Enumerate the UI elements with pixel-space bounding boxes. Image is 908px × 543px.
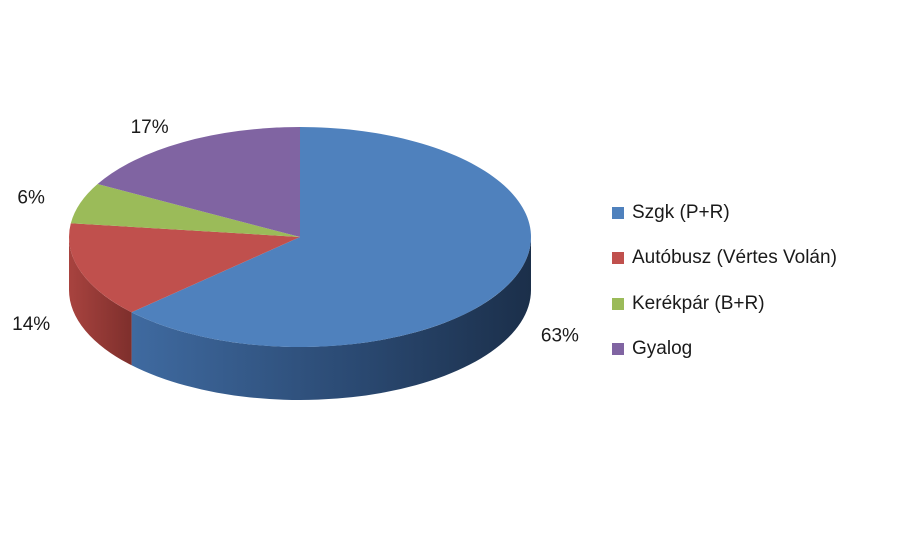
slice-gyalog (97, 127, 301, 237)
legend-label: Szgk (P+R) (632, 201, 730, 223)
legend: Szgk (P+R) Autóbusz (Vértes Volán) Kerék… (612, 190, 837, 372)
data-label-szgk: 63% (541, 325, 579, 346)
slice-side-szgk (131, 237, 531, 400)
slice-szgk (131, 127, 532, 347)
legend-label: Kerékpár (B+R) (632, 292, 765, 314)
legend-label: Autóbusz (Vértes Volán) (632, 247, 837, 269)
slice-autobusz (69, 223, 300, 313)
legend-swatch (612, 206, 624, 219)
pie-data-labels: 63% 14% 6% 17% (12, 117, 579, 346)
pie-tops (69, 127, 532, 347)
pie-sides (69, 237, 531, 400)
data-label-kerekpar: 6% (17, 188, 45, 209)
legend-swatch (612, 252, 624, 265)
legend-swatch (612, 343, 624, 356)
legend-item-szgk: Szgk (P+R) (612, 190, 837, 236)
slice-side-autobusz (69, 237, 132, 366)
legend-item-kerekpar: Kerékpár (B+R) (612, 281, 837, 327)
legend-item-gyalog: Gyalog (612, 327, 837, 373)
data-label-autobusz: 14% (12, 314, 50, 335)
slice-kerekpar (70, 184, 300, 237)
legend-label: Gyalog (632, 338, 693, 360)
legend-swatch (612, 297, 624, 310)
legend-item-autobusz: Autóbusz (Vértes Volán) (612, 236, 837, 282)
data-label-gyalog: 17% (131, 117, 169, 138)
